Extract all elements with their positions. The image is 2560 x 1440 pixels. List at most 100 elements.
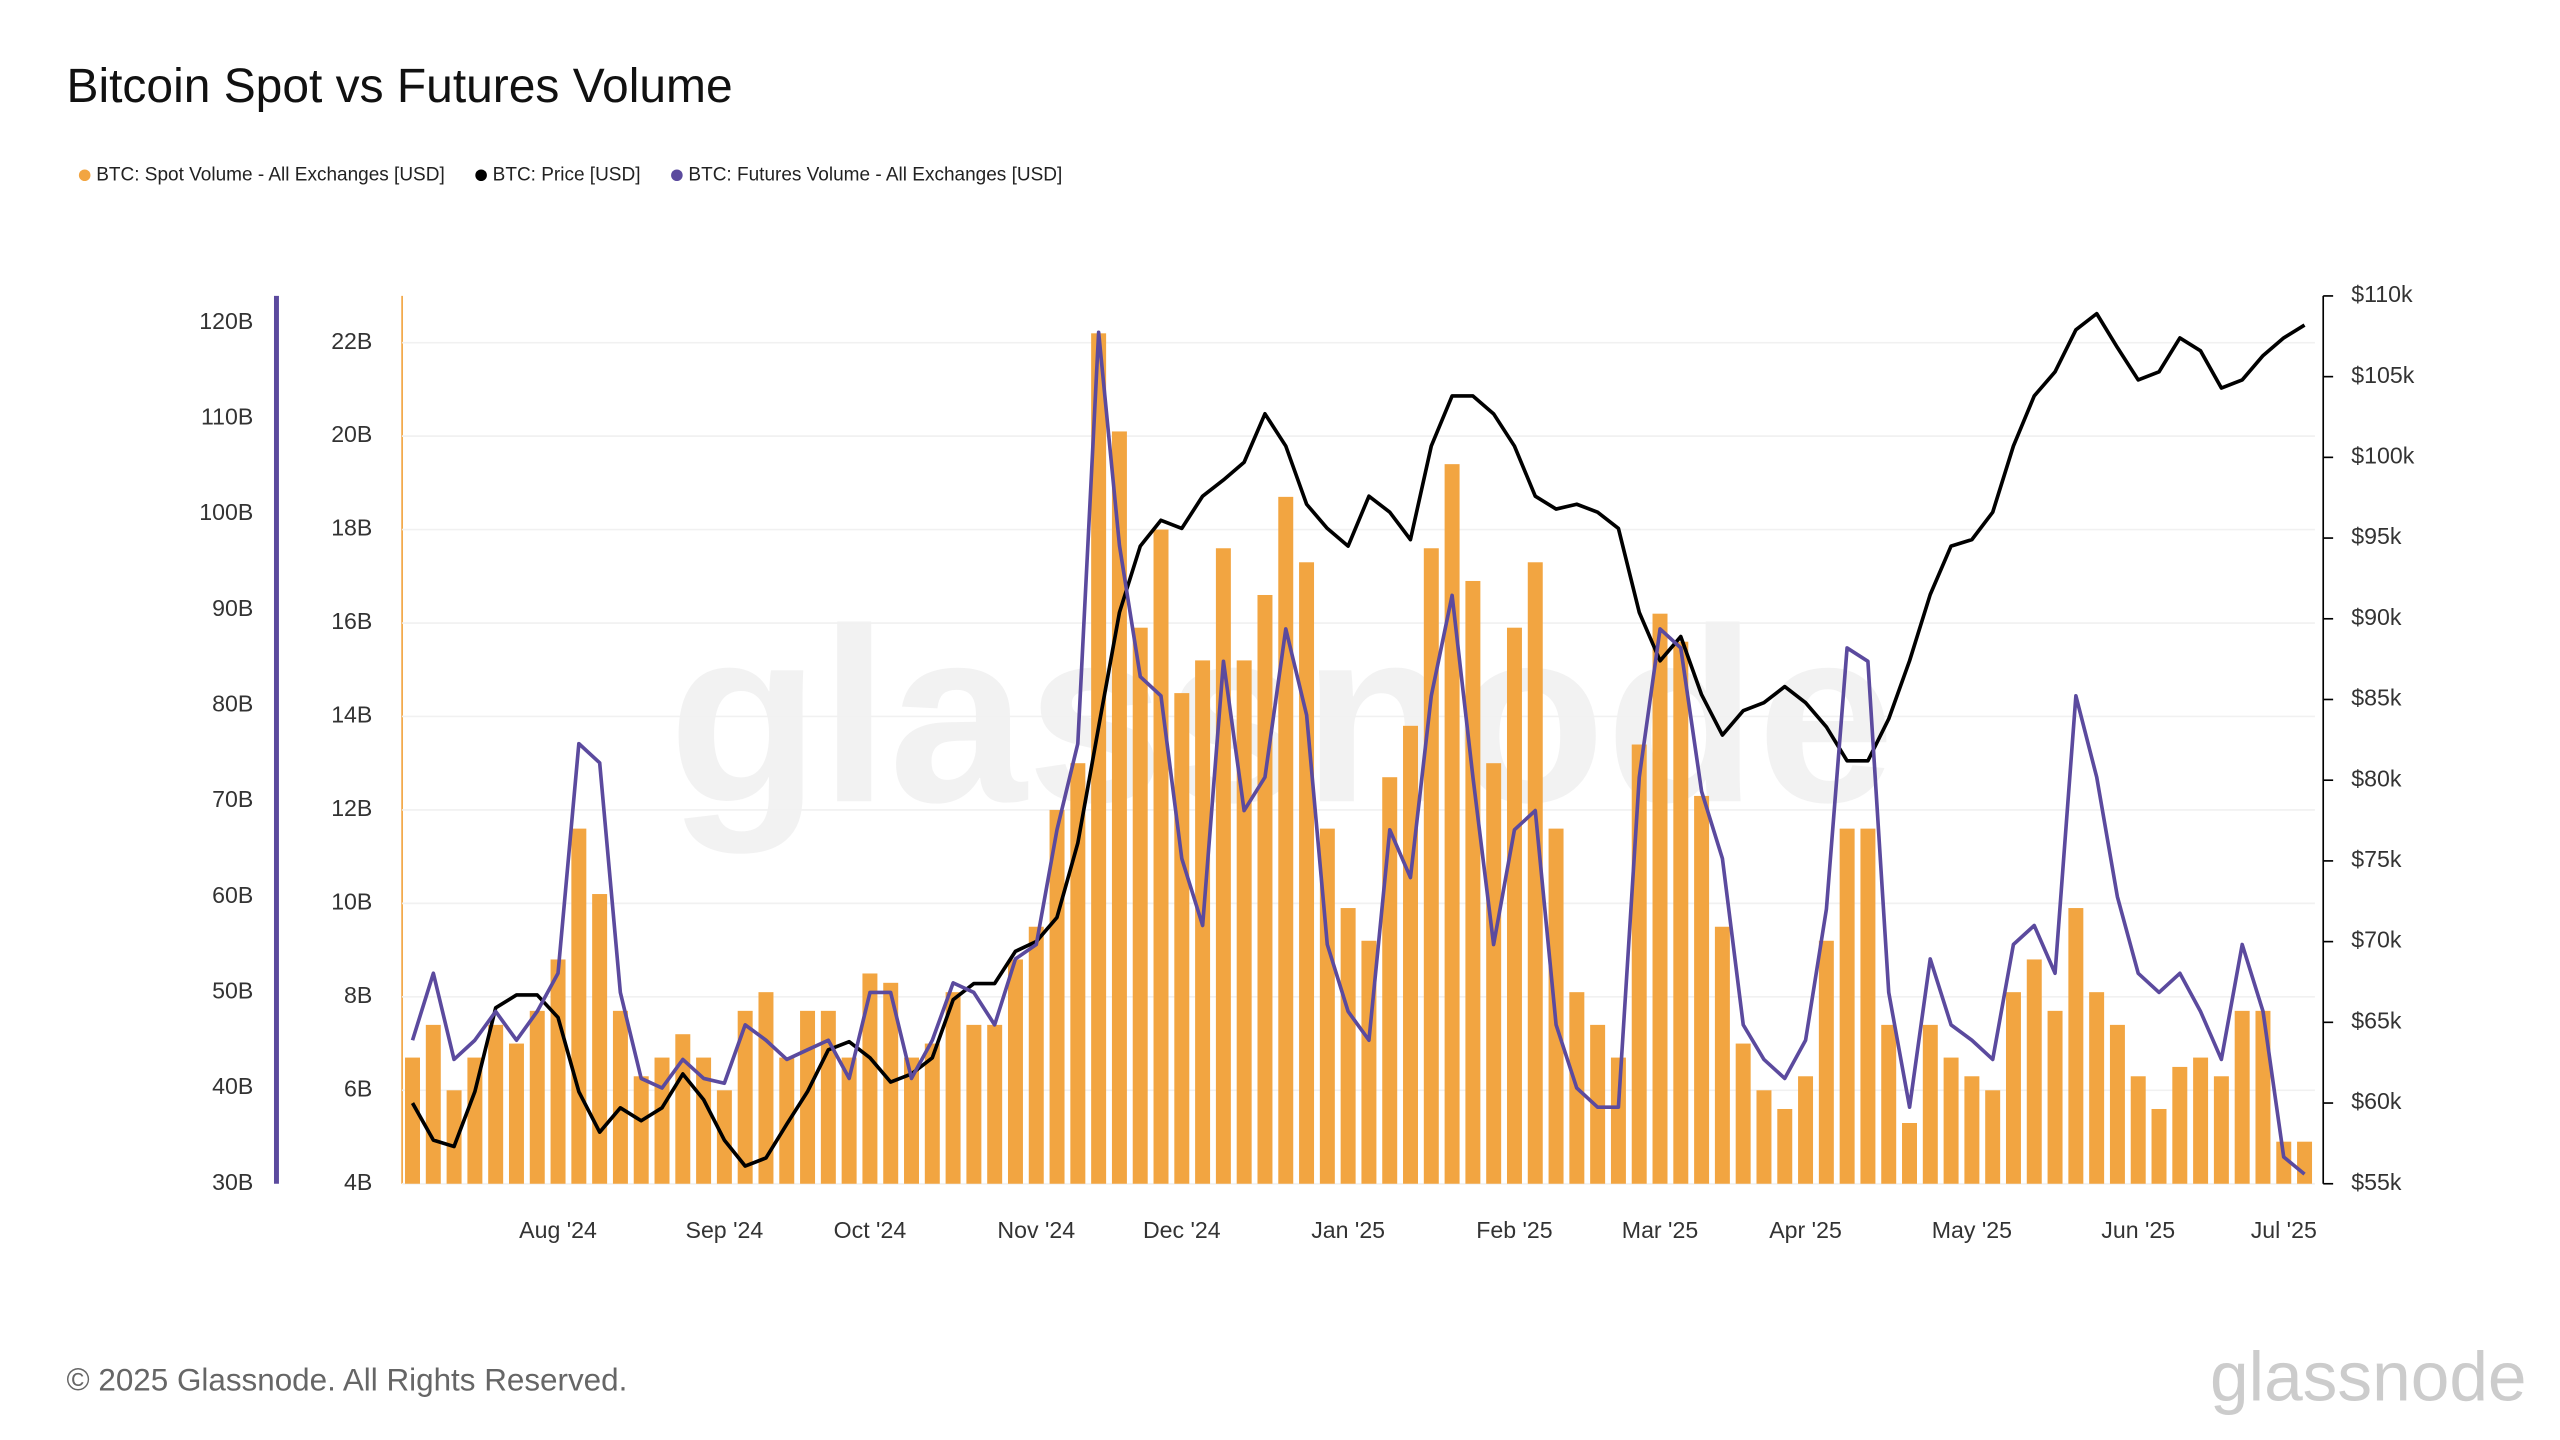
y-tick-label: 20B <box>331 421 372 447</box>
bar <box>675 1034 691 1184</box>
x-tick-label: Mar '25 <box>1622 1217 1698 1243</box>
y3-tick-label: 110B <box>201 404 253 430</box>
y2-tick-label: $110k <box>2351 281 2413 307</box>
bar <box>862 973 878 1184</box>
y-tick-label: 14B <box>331 702 372 728</box>
y3-tick-label: 80B <box>212 691 253 717</box>
bar <box>529 1010 545 1184</box>
y2-tick-label: $105k <box>2351 362 2414 388</box>
bar <box>1527 562 1543 1184</box>
bar <box>508 1043 524 1184</box>
y3-tick-label: 40B <box>212 1073 253 1099</box>
bar <box>1673 641 1689 1184</box>
bar <box>2276 1141 2292 1184</box>
bar <box>488 1024 504 1184</box>
bar <box>1028 926 1044 1184</box>
bar <box>1610 1057 1626 1184</box>
bar <box>1735 1043 1751 1184</box>
bar <box>633 1076 649 1184</box>
y-tick-label: 22B <box>331 328 372 354</box>
y3-tick-label: 50B <box>212 978 253 1004</box>
bar <box>696 1057 712 1184</box>
x-tick-label: Jun '25 <box>2101 1217 2175 1243</box>
bar <box>1111 431 1127 1184</box>
y2-tick-label: $95k <box>2351 523 2402 549</box>
line <box>410 311 2306 1168</box>
y2-tick-label: $75k <box>2351 846 2402 872</box>
bar <box>592 894 608 1184</box>
bar <box>841 1057 857 1184</box>
bar <box>2234 1010 2250 1184</box>
bar <box>1340 908 1356 1184</box>
x-tick-label: Oct '24 <box>834 1217 907 1243</box>
bar <box>1714 926 1730 1184</box>
bar <box>425 1024 441 1184</box>
y3-tick-label: 90B <box>212 595 253 621</box>
legend-swatch <box>671 169 683 182</box>
bar <box>737 1010 753 1184</box>
bar <box>467 1057 483 1184</box>
chart-title: Bitcoin Spot vs Futures Volume <box>66 60 732 113</box>
bar <box>758 992 774 1184</box>
footer: © 2025 Glassnode. All Rights Reserved. <box>66 1362 627 1397</box>
bar <box>612 1010 628 1184</box>
bar <box>1590 1024 1606 1184</box>
bar <box>1091 333 1107 1184</box>
bar <box>1902 1122 1917 1184</box>
x-tick-label: Jul '25 <box>2251 1217 2317 1243</box>
bar <box>1777 1108 1793 1184</box>
y2-tick-label: $80k <box>2351 765 2402 791</box>
y2-tick-label: $100k <box>2351 442 2414 468</box>
bar <box>1839 828 1855 1184</box>
y-tick-label: 6B <box>344 1075 372 1101</box>
bar <box>1694 795 1710 1184</box>
x-tick-label: Jan '25 <box>1311 1217 1385 1243</box>
bar <box>1215 548 1231 1184</box>
bar <box>1403 725 1418 1184</box>
bar <box>2068 908 2084 1184</box>
bar <box>924 1043 940 1184</box>
bar <box>1652 613 1668 1184</box>
bar <box>1299 562 1315 1184</box>
y3-tick-label: 30B <box>212 1169 253 1195</box>
bar <box>987 1024 1003 1184</box>
y2-tick-label: $65k <box>2351 1007 2402 1033</box>
bar <box>945 992 961 1184</box>
bar <box>2193 1057 2209 1184</box>
x-tick-label: Sep '24 <box>686 1217 764 1243</box>
bar <box>1070 763 1086 1184</box>
bar <box>2172 1066 2188 1184</box>
x-tick-label: Aug '24 <box>519 1217 597 1243</box>
legend-label: BTC: Futures Volume - All Exchanges [USD… <box>688 164 1062 185</box>
y-tick-label: 4B <box>344 1169 372 1195</box>
y-tick-label: 8B <box>344 982 372 1008</box>
bar <box>2026 959 2042 1184</box>
bar <box>1174 693 1190 1184</box>
bar <box>820 1010 836 1184</box>
bar <box>800 1010 816 1184</box>
bar <box>1756 1090 1772 1184</box>
y-tick-label: 12B <box>331 795 372 821</box>
bar <box>1506 627 1522 1184</box>
bar <box>1278 496 1294 1184</box>
bar <box>654 1057 670 1184</box>
y3-tick-label: 60B <box>212 882 253 908</box>
bar <box>2130 1076 2146 1184</box>
bar <box>1964 1076 1980 1184</box>
y3-tick-label: 120B <box>199 308 253 334</box>
x-tick-label: Dec '24 <box>1143 1217 1221 1243</box>
bar <box>1486 763 1502 1184</box>
y3-tick-label: 100B <box>199 499 253 525</box>
bar <box>2109 1024 2125 1184</box>
bar <box>2005 992 2021 1184</box>
bar <box>1423 548 1439 1184</box>
bar <box>1132 627 1148 1184</box>
legend-label: BTC: Price [USD] <box>493 164 641 185</box>
bar <box>1943 1057 1959 1184</box>
legend-label: BTC: Spot Volume - All Exchanges [USD] <box>96 164 444 185</box>
y3-tick-label: 70B <box>212 786 253 812</box>
y2-tick-label: $85k <box>2351 685 2402 711</box>
bar <box>446 1090 462 1184</box>
bar <box>1153 529 1169 1184</box>
